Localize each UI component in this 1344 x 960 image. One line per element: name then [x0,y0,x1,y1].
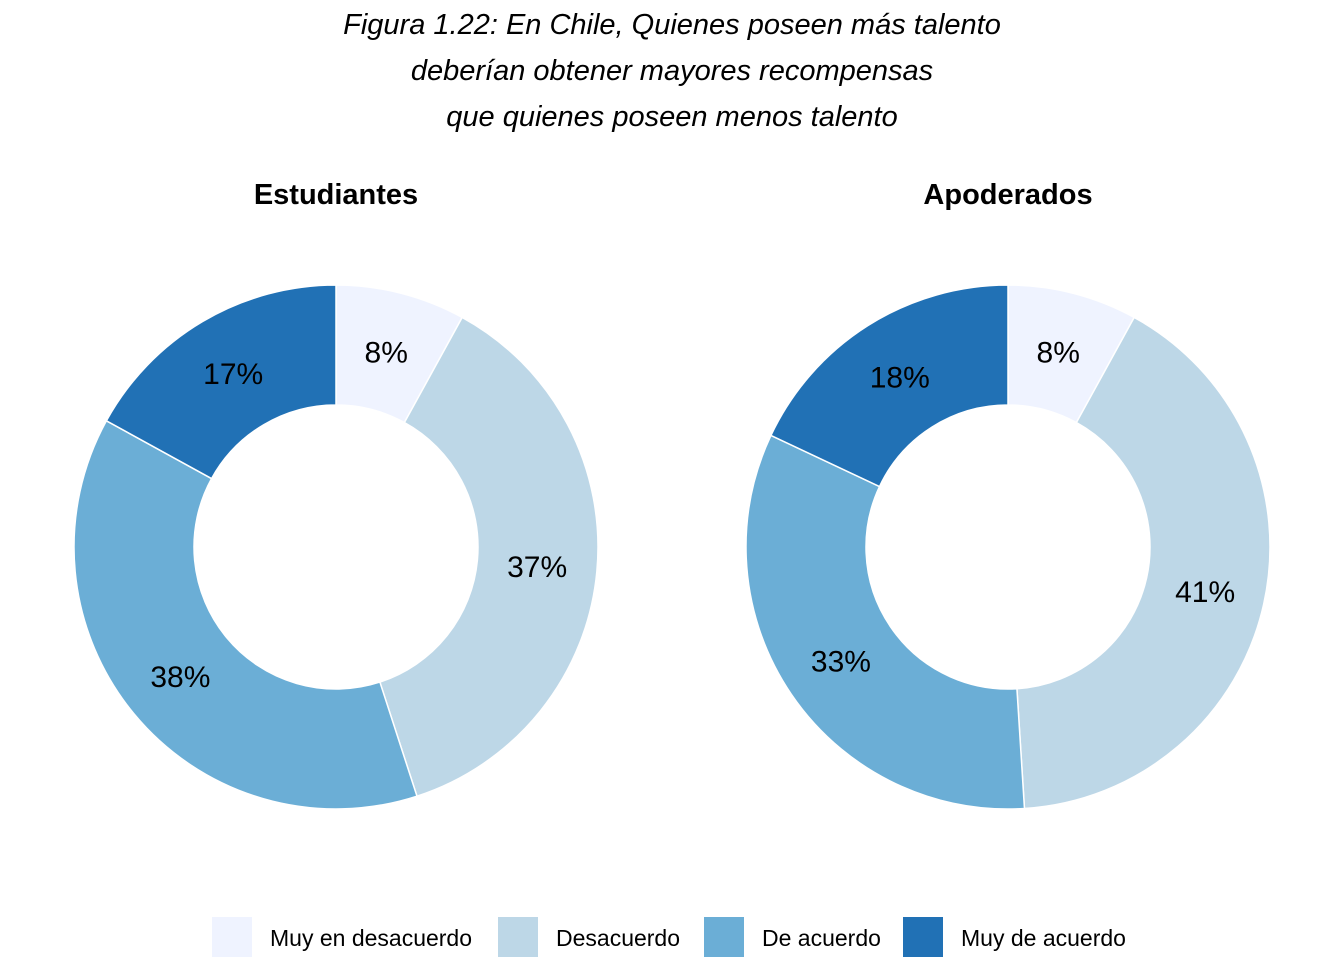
apoderados-slice-muy-de-acuerdo [769,284,1009,488]
apoderados-panel-title: Apoderados [923,179,1092,211]
legend-item-de-acuerdo: De acuerdo [704,917,881,957]
estudiantes-slice-muy-de-acuerdo [105,284,337,480]
legend-label-de-acuerdo: De acuerdo [762,925,881,951]
apoderados-label-muy-de-acuerdo: 18% [870,361,930,394]
figure-title-line-3: que quienes poseen menos talento [446,101,898,133]
apoderados-donut-panel: Apoderados 8% 41% 33% 18% [745,179,1271,810]
apoderados-slice-de-acuerdo [745,434,1026,810]
chart-panels: Estudiantes 8% 37% 38% 17% Apoderados 8% 41% 33%… [73,179,1271,810]
estudiantes-label-de-acuerdo: 38% [150,661,210,694]
estudiantes-slice-de-acuerdo [73,419,418,810]
estudiantes-label-muy-de-acuerdo: 17% [203,358,263,391]
legend: Muy en desacuerdo Desacuerdo De acuerdo Muy… [212,917,1126,957]
estudiantes-donut-panel: Estudiantes 8% 37% 38% 17% [73,179,599,810]
legend-swatch-de-acuerdo [704,917,744,957]
figure-title-line-1: Figura 1.22: En Chile, Quienes poseen má… [343,9,1001,41]
apoderados-label-de-acuerdo: 33% [811,646,871,679]
legend-label-desacuerdo: Desacuerdo [556,925,680,951]
legend-swatch-muy-en-desacuerdo [212,917,252,957]
estudiantes-label-muy-en-desacuerdo: 8% [365,336,408,369]
estudiantes-panel-title: Estudiantes [254,179,418,211]
estudiantes-label-desacuerdo: 37% [507,551,567,584]
legend-item-muy-en-desacuerdo: Muy en desacuerdo [212,917,472,957]
legend-item-muy-de-acuerdo: Muy de acuerdo [903,917,1126,957]
legend-label-muy-de-acuerdo: Muy de acuerdo [961,925,1126,951]
estudiantes-slice-desacuerdo [378,316,599,798]
apoderados-label-desacuerdo: 41% [1175,576,1235,609]
legend-label-muy-en-desacuerdo: Muy en desacuerdo [270,925,472,951]
apoderados-slice-desacuerdo [1016,316,1271,810]
legend-swatch-desacuerdo [498,917,538,957]
figure-title: Figura 1.22: En Chile, Quienes poseen má… [0,2,1344,140]
legend-swatch-muy-de-acuerdo [903,917,943,957]
figure-title-line-2: deberían obtener mayores recompensas [410,55,934,87]
legend-item-desacuerdo: Desacuerdo [498,917,680,957]
apoderados-label-muy-en-desacuerdo: 8% [1037,336,1080,369]
